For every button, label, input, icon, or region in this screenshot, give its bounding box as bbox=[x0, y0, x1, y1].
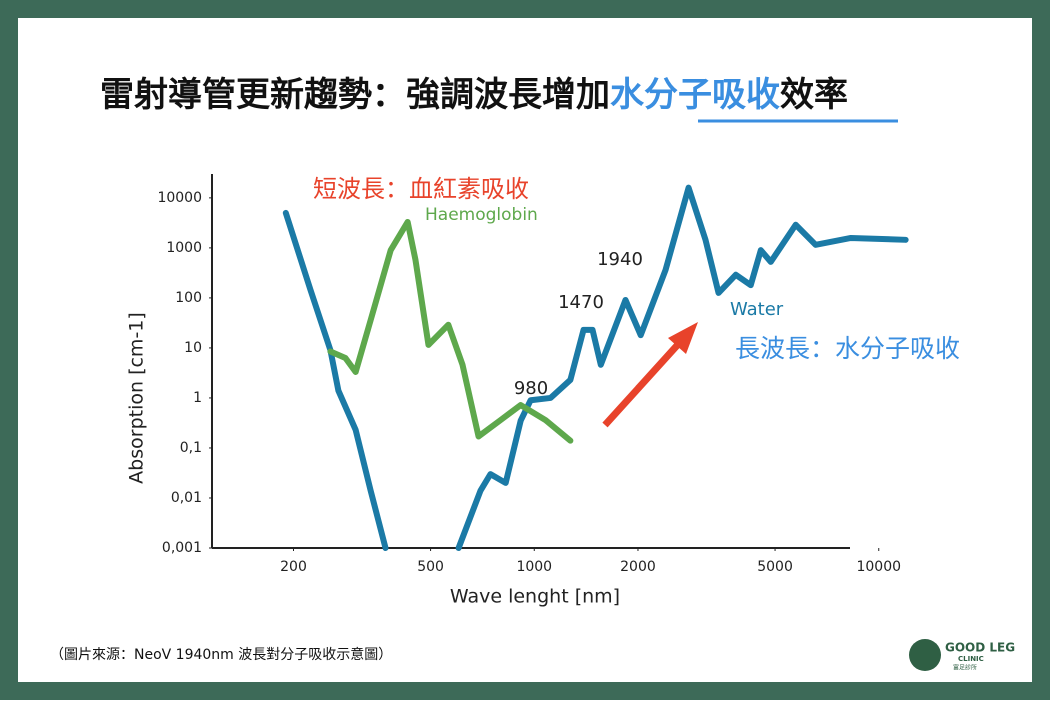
logo-chinese: 富足診所 bbox=[953, 664, 977, 672]
arrow-head bbox=[668, 322, 698, 354]
logo-sub: CLINIC bbox=[958, 655, 984, 663]
x-tick-label: 10000 bbox=[856, 559, 901, 575]
panel bbox=[18, 18, 1032, 682]
y-label: Absorption [cm-1] bbox=[126, 312, 148, 484]
y-tick-label: 1000 bbox=[166, 240, 202, 256]
series-label: Water bbox=[730, 299, 784, 320]
series-line bbox=[327, 218, 574, 444]
annotation: 980 bbox=[514, 378, 548, 399]
y-tick-label: 0,01 bbox=[171, 490, 202, 506]
logo-icon bbox=[909, 639, 941, 671]
y-tick-label: 1 bbox=[193, 390, 202, 406]
arrow-shaft bbox=[602, 337, 685, 428]
x-tick-label: 2000 bbox=[620, 559, 656, 575]
x-tick-label: 1000 bbox=[516, 559, 552, 575]
annotation: 短波長：血紅素吸收 bbox=[313, 175, 529, 203]
logo-text: GOOD LEG bbox=[945, 641, 1015, 655]
series-label: Haemoglobin bbox=[425, 205, 538, 225]
annotation: 1470 bbox=[558, 292, 604, 313]
x-label: Wave lenght [nm] bbox=[450, 586, 620, 608]
y-tick-label: 10 bbox=[184, 340, 202, 356]
source: （圖片來源：NeoV 1940nm 波長對分子吸收示意圖） bbox=[50, 646, 392, 663]
x-tick-label: 5000 bbox=[757, 559, 793, 575]
y-tick-label: 100 bbox=[175, 290, 202, 306]
title: 雷射導管更新趨勢：強調波長增加水分子吸收效率 bbox=[100, 75, 848, 115]
y-tick-label: 10000 bbox=[157, 190, 202, 206]
annotation: 長波長：水分子吸收 bbox=[735, 334, 960, 363]
x-tick-label: 200 bbox=[280, 559, 307, 575]
series-line bbox=[282, 184, 909, 551]
x-tick-label: 500 bbox=[417, 559, 444, 575]
annotation: 1940 bbox=[597, 249, 643, 270]
y-tick-label: 0,1 bbox=[180, 440, 202, 456]
y-tick-label: 0,001 bbox=[162, 540, 202, 556]
